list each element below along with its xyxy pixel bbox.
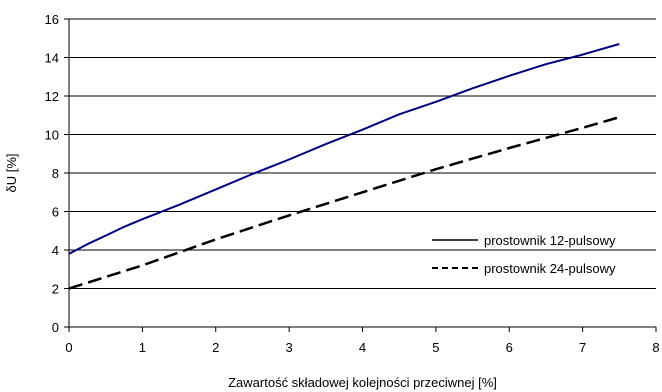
grid-lines [69, 18, 656, 289]
y-tick-label-5: 10 [45, 128, 59, 143]
x-tick-label-6: 6 [506, 340, 513, 355]
x-tick-label-8: 8 [652, 340, 659, 355]
y-tick-label-2: 4 [52, 243, 59, 258]
y-tick-label-1: 2 [52, 282, 59, 297]
y-tick-label-6: 12 [45, 89, 59, 104]
legend-label-24-pulsowy: prostownik 24-pulsowy [484, 261, 616, 276]
x-tick-label-3: 3 [286, 340, 293, 355]
x-tick-label-5: 5 [432, 340, 439, 355]
x-tick-label-7: 7 [579, 340, 586, 355]
x-axis-title: Zawartość składowej kolejności przeciwne… [228, 375, 497, 390]
x-axis-ticks: 0 1 2 3 4 5 6 7 8 [65, 327, 660, 355]
y-tick-label-3: 6 [52, 205, 59, 220]
series-line-24-pulsowy [68, 115, 620, 290]
x-tick-label-4: 4 [359, 340, 366, 355]
y-axis-ticks: 0 2 4 6 8 10 12 14 16 [45, 12, 69, 335]
y-tick-label-7: 14 [45, 51, 59, 66]
y-tick-label-0: 0 [52, 320, 59, 335]
legend: prostownik 12-pulsowy prostownik 24-puls… [432, 233, 616, 276]
x-tick-label-0: 0 [65, 340, 72, 355]
x-tick-label-2: 2 [212, 340, 219, 355]
series-layer [68, 43, 620, 290]
y-tick-label-8: 16 [45, 12, 59, 27]
y-axis-title: δU [%] [4, 153, 19, 192]
series-line-12-pulsowy [68, 43, 620, 255]
y-tick-label-4: 8 [52, 166, 59, 181]
legend-label-12-pulsowy: prostownik 12-pulsowy [484, 233, 616, 248]
x-tick-label-1: 1 [139, 340, 146, 355]
